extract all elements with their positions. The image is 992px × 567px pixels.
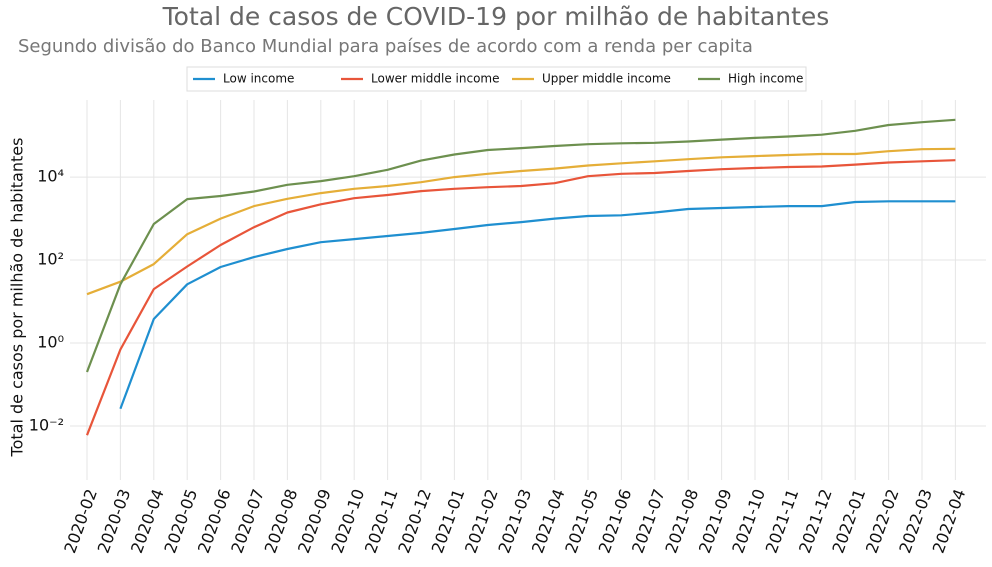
y-tick-label: 10⁴	[37, 167, 64, 186]
y-tick-label: 10²	[37, 250, 64, 269]
legend-label: High income	[728, 72, 803, 86]
y-tick-label: 10⁰	[37, 333, 64, 352]
legend-label: Upper middle income	[542, 72, 671, 86]
series-line	[85, 159, 956, 436]
legend-label: Low income	[223, 72, 294, 86]
legend-label: Lower middle income	[371, 72, 500, 86]
series-line	[119, 200, 956, 410]
chart-subtitle: Segundo divisão do Banco Mundial para pa…	[18, 36, 753, 57]
series-line	[85, 118, 956, 373]
y-tick-label: 10⁻²	[29, 416, 64, 435]
x-tick-label: 2022-04	[929, 486, 970, 555]
y-axis-label: Total de casos por milhão de habitantes	[8, 138, 27, 458]
chart-title: Total de casos de COVID-19 por milhão de…	[162, 2, 830, 31]
series-line	[86, 147, 956, 296]
